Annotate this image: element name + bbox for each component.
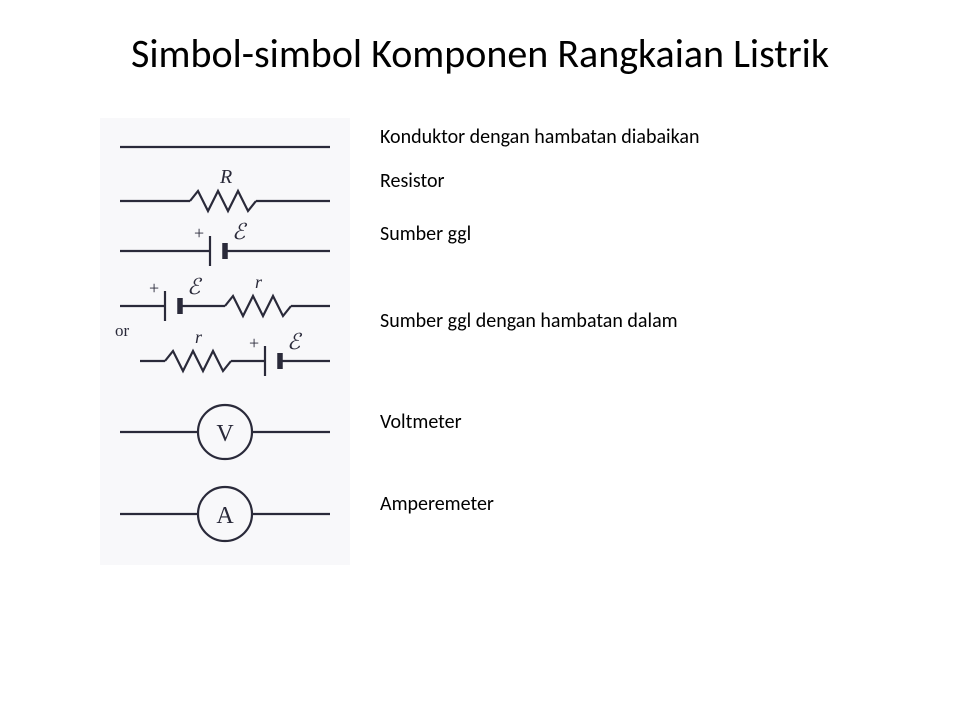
symbol-ammeter: A bbox=[105, 473, 345, 555]
or-text: or bbox=[115, 321, 130, 340]
label-emf-internal: Sumber ggl dengan hambatan dalam bbox=[380, 261, 910, 381]
symbol-emf: + ℰ bbox=[105, 216, 345, 271]
svg-text:ℰ: ℰ bbox=[187, 274, 203, 299]
symbols-column: R + ℰ bbox=[100, 118, 350, 565]
svg-text:+: + bbox=[194, 223, 204, 243]
svg-text:+: + bbox=[249, 333, 259, 353]
symbol-emf-internal: + ℰ r or r + ℰ bbox=[105, 271, 345, 391]
voltmeter-letter: V bbox=[216, 421, 234, 447]
label-voltmeter: Voltmeter bbox=[380, 381, 910, 463]
svg-text:r: r bbox=[255, 272, 263, 292]
ammeter-letter: A bbox=[216, 503, 234, 529]
emf-glyph: ℰ bbox=[232, 219, 248, 244]
labels-column: Konduktor dengan hambatan diabaikan Resi… bbox=[380, 118, 910, 565]
symbol-conductor bbox=[105, 128, 345, 166]
symbol-resistor: R bbox=[105, 166, 345, 216]
label-resistor: Resistor bbox=[380, 156, 910, 206]
content-area: R + ℰ bbox=[50, 118, 910, 565]
resistor-label-R: R bbox=[219, 166, 232, 188]
svg-text:r: r bbox=[195, 327, 203, 347]
svg-text:ℰ: ℰ bbox=[287, 329, 303, 354]
symbol-voltmeter: V bbox=[105, 391, 345, 473]
label-ammeter: Amperemeter bbox=[380, 463, 910, 545]
label-conductor: Konduktor dengan hambatan diabaikan bbox=[380, 118, 910, 156]
label-emf: Sumber ggl bbox=[380, 206, 910, 261]
svg-text:+: + bbox=[149, 278, 159, 298]
page-title: Simbol-simbol Komponen Rangkaian Listrik bbox=[50, 30, 910, 78]
